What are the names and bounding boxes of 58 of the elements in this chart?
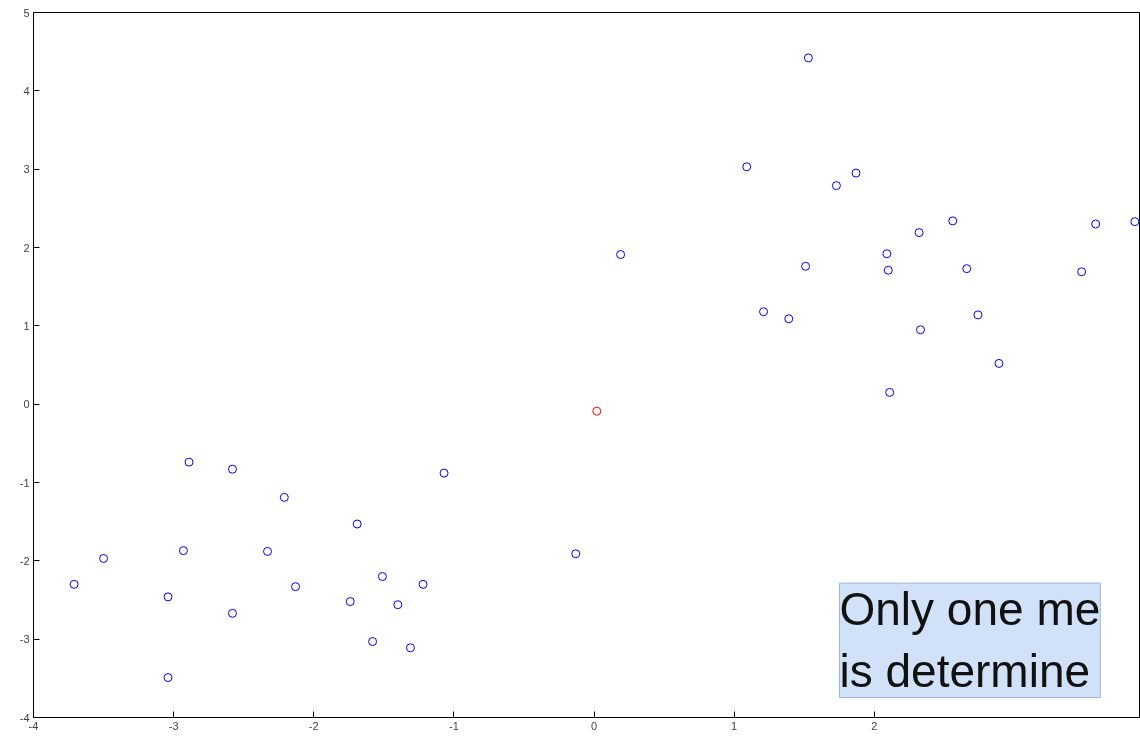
y-tick-label: -4 [19, 711, 30, 724]
point [973, 310, 983, 320]
y-tick-label: 1 [23, 319, 30, 332]
point [616, 250, 626, 260]
point [592, 406, 602, 416]
point [227, 608, 237, 618]
point [345, 597, 355, 607]
point [885, 387, 895, 397]
point [352, 519, 362, 529]
x-tick-label: -1 [448, 719, 459, 732]
point [178, 546, 188, 556]
point [393, 600, 403, 610]
point [1077, 267, 1087, 277]
point [742, 162, 752, 172]
point [916, 325, 925, 335]
point [962, 264, 972, 274]
x-tick-label: -3 [168, 719, 179, 732]
point [571, 549, 581, 559]
point [994, 358, 1004, 368]
point [1091, 219, 1101, 229]
point [291, 582, 301, 592]
point [377, 572, 387, 581]
point [883, 265, 893, 275]
y-tick-label: -3 [19, 633, 30, 646]
point [882, 249, 892, 259]
point [803, 53, 813, 63]
point [163, 592, 173, 602]
point [263, 546, 273, 556]
y-tick-label: -2 [19, 554, 30, 567]
x-tick-label: 0 [590, 719, 598, 732]
y-tick-label: 0 [23, 398, 30, 411]
point [69, 579, 79, 589]
y-tick-label: -1 [19, 476, 30, 489]
point [1130, 217, 1140, 227]
annotation: Only one me is determine [839, 583, 1101, 698]
point [163, 673, 173, 683]
point [914, 228, 924, 238]
point [368, 637, 378, 647]
point [279, 492, 289, 502]
x-tick-label: 1 [731, 719, 738, 732]
point [831, 181, 841, 191]
y-tick-label: 2 [23, 241, 30, 254]
y-tick-label: 3 [23, 163, 30, 176]
x-tick-label: -2 [308, 719, 319, 732]
point [759, 307, 769, 317]
point [227, 464, 237, 474]
point [99, 553, 109, 563]
y-tick-label: 4 [23, 84, 30, 97]
y-tick-label: 5 [23, 6, 30, 19]
point [418, 579, 428, 589]
point [948, 216, 958, 226]
point [851, 168, 861, 178]
point [405, 643, 415, 653]
point [784, 314, 794, 324]
point [439, 468, 449, 478]
x-tick-label: 2 [871, 719, 878, 732]
point [801, 261, 811, 271]
point [184, 457, 194, 467]
